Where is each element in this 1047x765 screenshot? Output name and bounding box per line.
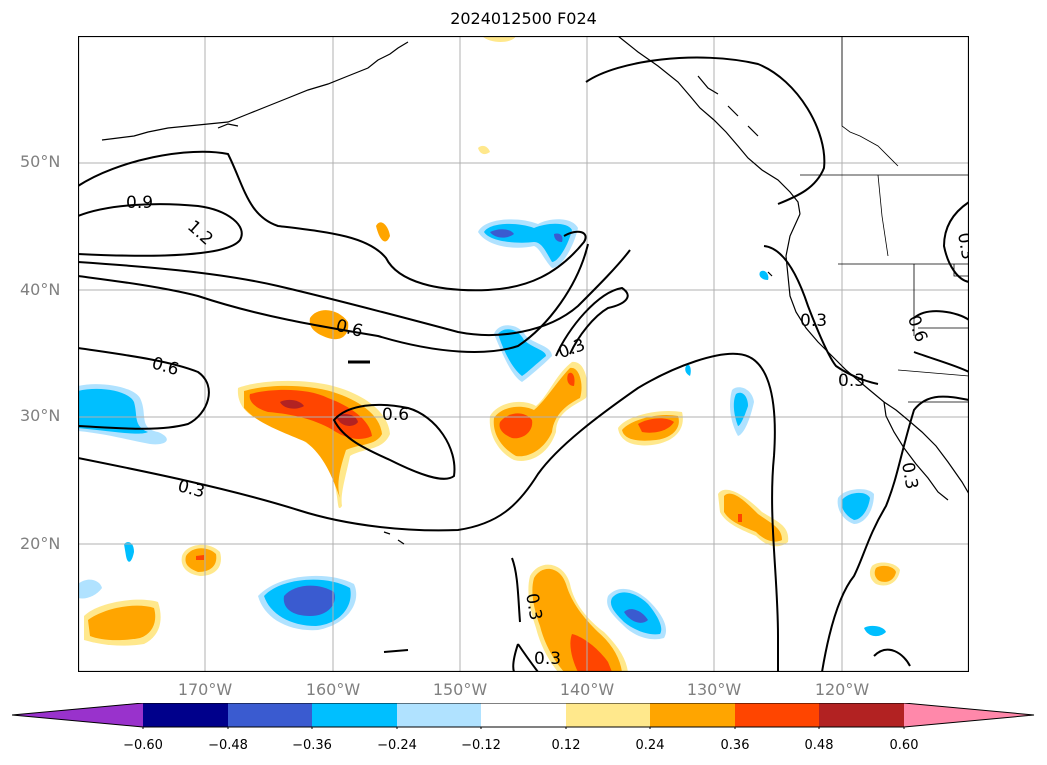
contour-label: 0.3 <box>800 311 827 331</box>
colorbar-tick-label: −0.60 <box>123 738 163 753</box>
colorbar-segment <box>566 703 651 727</box>
lat-label: 30°N <box>20 406 61 425</box>
lat-label: 40°N <box>20 280 61 299</box>
contour-label: 0.3 <box>838 371 865 391</box>
colorbar-segment <box>904 703 1034 727</box>
lon-label: 170°W <box>177 680 233 699</box>
colorbar-tick-label: 0.36 <box>720 738 750 753</box>
colorbar-tick-label: −0.36 <box>292 738 332 753</box>
lon-label: 130°W <box>686 680 742 699</box>
borders <box>800 36 970 403</box>
colorbar-segment <box>481 703 566 727</box>
colorbar-tick-label: 0.48 <box>804 738 834 753</box>
colorbar-segment <box>650 703 735 727</box>
contour-label: 0.3 <box>521 592 545 622</box>
contour-label: 0.9 <box>126 193 153 213</box>
colorbar-segment <box>397 703 482 727</box>
lon-label: 160°W <box>305 680 361 699</box>
contour-lines <box>77 56 970 673</box>
colorbar <box>12 703 1035 729</box>
graticule <box>78 36 969 672</box>
colorbar-segment <box>12 703 143 727</box>
colorbar-tick-label: −0.24 <box>377 738 417 753</box>
contour-label: 0.6 <box>382 405 409 425</box>
lon-label: 140°W <box>559 680 615 699</box>
contour-label: 0.3 <box>897 461 921 491</box>
map-canvas: 0.9 1.2 0.6 0.6 0.6 0.3 0.3 0.3 0.3 0.3 … <box>77 35 978 673</box>
contour-label: 0.3 <box>534 649 561 669</box>
colorbar-segment <box>228 703 313 727</box>
colorbar-tick-label: −0.12 <box>461 738 501 753</box>
lat-label: 50°N <box>20 152 61 171</box>
lat-label: 20°N <box>20 534 61 553</box>
colorbar-segment <box>312 703 397 727</box>
colorbar-tick-label: 0.24 <box>635 738 665 753</box>
colorbar-tick-label: 0.12 <box>551 738 581 753</box>
colorbar-tick-label: −0.48 <box>208 738 248 753</box>
colorbar-segment <box>735 703 820 727</box>
lon-label: 120°W <box>814 680 870 699</box>
map-title: 2024012500 F024 <box>450 9 597 28</box>
colorbar-tick-label: 0.60 <box>889 738 919 753</box>
lon-label: 150°W <box>432 680 488 699</box>
colorbar-segment <box>143 703 228 727</box>
colorbar-segment <box>819 703 904 727</box>
map-panel: 0.9 1.2 0.6 0.6 0.6 0.3 0.3 0.3 0.3 0.3 … <box>77 35 978 673</box>
anomaly-shading <box>78 36 900 672</box>
